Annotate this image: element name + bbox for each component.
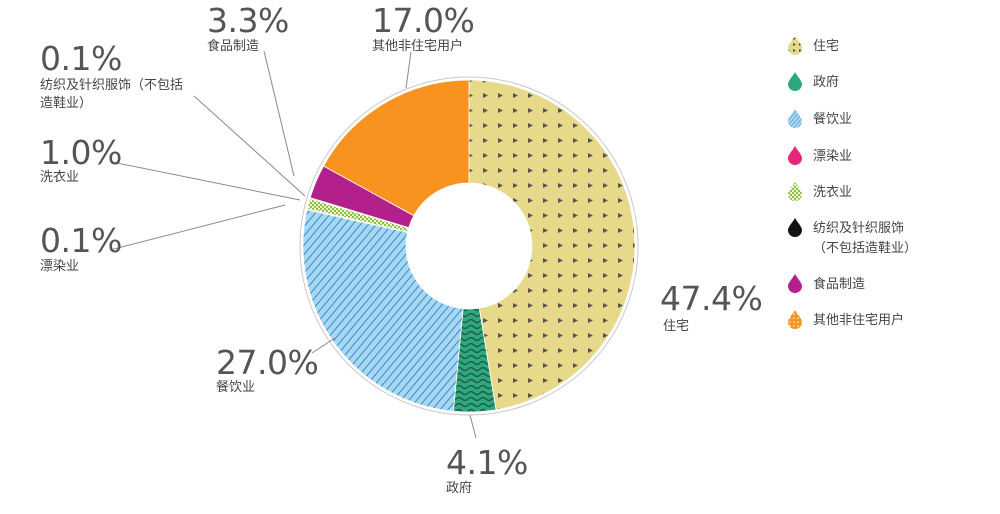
- leader-line-2: [311, 337, 336, 354]
- legend-label-4: 洗衣业: [813, 184, 852, 200]
- slice-category-label-5: 造鞋业）: [40, 95, 92, 111]
- leader-line-6: [263, 50, 295, 177]
- leader-line-5: [193, 95, 306, 197]
- legend-marker-3: [788, 146, 802, 165]
- slice-category-label-4: 洗衣业: [40, 169, 79, 185]
- leader-line-1: [469, 414, 477, 439]
- legend-marker-4: [788, 182, 802, 201]
- legend-marker-0: [788, 36, 802, 55]
- slice-category-label-6: 食品制造: [207, 38, 259, 54]
- slice-category-label-2: 餐饮业: [216, 379, 255, 395]
- legend-label-0: 住宅: [813, 39, 839, 54]
- legend-marker-2: [788, 109, 802, 128]
- legend-label-5: （不包括造鞋业）: [813, 240, 917, 256]
- donut-hole: [406, 183, 532, 309]
- slice-category-label-1: 政府: [446, 481, 472, 496]
- leader-lines: [109, 50, 477, 439]
- slice-pct-label-7: 17.0%: [372, 1, 474, 40]
- legend-marker-6: [788, 274, 802, 293]
- slice-category-label-7: 其他非住宅用户: [372, 38, 463, 54]
- slice-pct-label-2: 27.0%: [216, 343, 318, 382]
- slice-pct-label-1: 4.1%: [446, 443, 528, 482]
- legend-label-7: 其他非住宅用户: [813, 312, 904, 328]
- slice-category-label-0: 住宅: [663, 319, 689, 334]
- donut-outer-rim: [299, 76, 639, 416]
- legend-label-1: 政府: [813, 75, 839, 90]
- leader-line-4: [111, 161, 301, 201]
- legend-label-6: 食品制造: [813, 276, 865, 292]
- legend-marker-1: [788, 72, 802, 91]
- slice-pct-label-3: 0.1%: [40, 221, 122, 260]
- legend-label-5: 纺织及针织服饰: [813, 221, 904, 236]
- slice-category-label-3: 漂染业: [40, 258, 79, 274]
- leader-line-3: [109, 204, 286, 251]
- slice-pct-label-6: 3.3%: [207, 1, 289, 40]
- slice-pct-label-4: 1.0%: [40, 133, 122, 172]
- slice-category-label-5: 纺织及针织服饰（不包括: [40, 78, 183, 93]
- slice-pct-label-0: 47.4%: [660, 279, 762, 318]
- legend-label-3: 漂染业: [813, 148, 852, 164]
- slice-labels: 47.4%住宅4.1%政府27.0%餐饮业0.1%漂染业1.0%洗衣业0.1%纺…: [40, 1, 763, 496]
- leader-line-7: [405, 51, 412, 89]
- donut-slices: [302, 79, 636, 413]
- slice-pct-label-5: 0.1%: [40, 39, 122, 78]
- legend-label-2: 餐饮业: [813, 111, 852, 127]
- legend-marker-5: [788, 218, 802, 237]
- legend-marker-7: [788, 310, 802, 329]
